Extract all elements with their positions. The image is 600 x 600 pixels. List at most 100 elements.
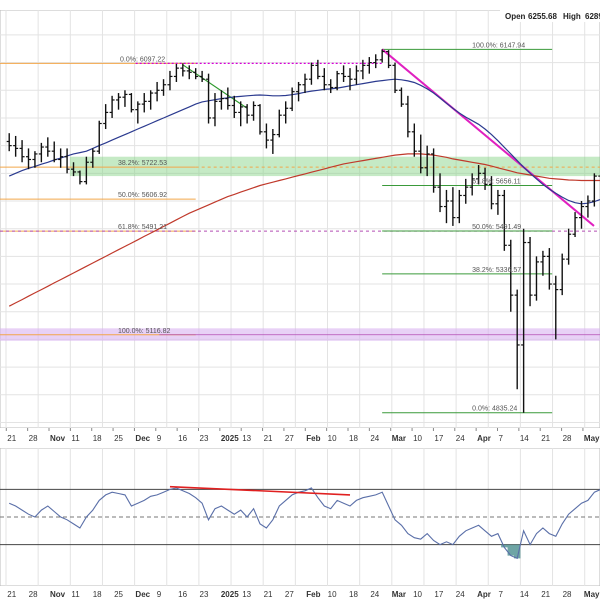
indicator-frame	[0, 448, 600, 586]
ohlc-bar	[347, 68, 353, 91]
ohlc-bar	[482, 167, 488, 190]
x-tick-label: 24	[456, 434, 465, 443]
ohlc-bar	[64, 148, 70, 174]
x-tick-label: 25	[114, 434, 123, 443]
x-tick-label: 25	[114, 590, 123, 599]
ohlc-bar	[38, 142, 44, 163]
ohlc-bar	[443, 189, 449, 224]
ohlc-bar	[488, 176, 494, 210]
x-tick-label: 17	[434, 434, 443, 443]
ohlc-bar	[103, 104, 109, 130]
ohlc-bar	[122, 90, 128, 107]
x-axis-price-panel: 21 28 Nov 11 18 25 Dec 9 16 23 2025 13 21 27 Feb 10 18 24…	[5, 428, 600, 443]
ohlc-bar	[251, 101, 257, 121]
x-tick-label: Mar	[392, 590, 406, 599]
ohlc-header: Open 6255.68 High 6289	[500, 10, 600, 22]
ohlc-bar	[270, 129, 276, 154]
ohlc-bar	[527, 236, 533, 307]
ohlc-bar	[591, 173, 597, 207]
ohlc-bar	[154, 81, 160, 102]
ohlc-bar	[566, 228, 572, 265]
x-tick-label: 28	[563, 590, 572, 599]
x-tick-label: 11	[71, 434, 80, 443]
ohlc-bar	[572, 212, 578, 237]
x-tick-label: 18	[93, 434, 102, 443]
ohlc-bar	[546, 248, 552, 290]
ohlc-bar	[315, 59, 321, 80]
x-tick-label: 9	[157, 434, 162, 443]
ohlc-bar	[83, 156, 89, 185]
ohlc-bar	[289, 87, 295, 112]
ohlc-bar	[51, 141, 57, 163]
ohlc-bar	[437, 173, 443, 213]
ohlc-bar	[231, 95, 237, 118]
x-tick-label: 21	[264, 590, 273, 599]
x-tick-label: May	[584, 590, 600, 599]
ohlc-bar	[353, 65, 359, 85]
ohlc-bar	[238, 101, 244, 127]
ohlc-bar	[392, 62, 398, 94]
x-tick-label: 27	[285, 590, 294, 599]
price-panel	[0, 10, 600, 428]
ohlc-bar	[450, 187, 456, 226]
open-label: Open	[505, 12, 526, 21]
fib-label: 61.8%: 5656.11	[472, 178, 521, 185]
ohlc-bar	[45, 137, 51, 157]
ohlc-bar	[508, 239, 514, 312]
ohlc-bar	[360, 59, 366, 80]
ohlc-bar	[405, 95, 411, 138]
ohlc-bar	[418, 134, 424, 174]
ohlc-bar	[116, 93, 122, 110]
ohlc-bar	[257, 104, 263, 135]
ohlc-bar	[540, 250, 546, 276]
ohlc-bar	[263, 123, 269, 149]
fib-label: 50.0%: 5606.92	[118, 192, 167, 199]
ohlc-bar	[328, 79, 334, 94]
x-tick-label: 18	[93, 590, 102, 599]
ohlc-bar	[276, 109, 282, 138]
ohlc-bar	[58, 148, 64, 168]
x-tick-label: 28	[29, 434, 38, 443]
ohlc-bar	[514, 289, 520, 390]
fib-label: 0.0%: 6097.22	[120, 56, 165, 63]
ohlc-bar	[225, 87, 231, 110]
ohlc-bar	[13, 135, 19, 157]
fib-label: 50.0%: 5491.49	[472, 224, 521, 231]
ohlc-bar	[495, 189, 501, 215]
x-tick-label: 10	[413, 434, 422, 443]
x-tick-label: 27	[285, 434, 294, 443]
ohlc-bar	[559, 253, 565, 296]
ohlc-bar	[578, 201, 584, 229]
x-tick-label: 28	[29, 590, 38, 599]
x-tick-label: 13	[242, 434, 251, 443]
x-tick-label: 10	[413, 590, 422, 599]
x-tick-label: 28	[563, 434, 572, 443]
ohlc-header-bg	[500, 10, 600, 22]
x-tick-label: 2025	[221, 434, 239, 443]
x-tick-label: 23	[200, 590, 209, 599]
fib-label: 100.0%: 6147.94	[472, 42, 525, 49]
x-tick-label: 14	[520, 434, 529, 443]
ohlc-bar	[135, 101, 141, 124]
x-tick-label: 9	[157, 590, 162, 599]
ohlc-bar	[521, 228, 527, 413]
ohlc-bar	[244, 104, 250, 124]
x-tick-label: May	[584, 434, 600, 443]
moving-average-long	[8, 153, 600, 307]
x-tick-label: 21	[264, 434, 273, 443]
x-tick-label: 7	[499, 590, 504, 599]
x-tick-label: 24	[456, 590, 465, 599]
indicator-line	[8, 487, 600, 560]
ohlc-bar	[341, 65, 347, 82]
ohlc-bar	[193, 68, 199, 80]
ohlc-bar	[366, 57, 372, 74]
ohlc-bar	[161, 79, 167, 96]
ohlc-bar	[90, 148, 96, 168]
x-tick-label: 21	[7, 590, 16, 599]
ohlc-bar	[533, 256, 539, 301]
ohlc-bar	[167, 70, 173, 91]
ohlc-bar	[386, 50, 392, 69]
ohlc-bar	[77, 170, 83, 185]
